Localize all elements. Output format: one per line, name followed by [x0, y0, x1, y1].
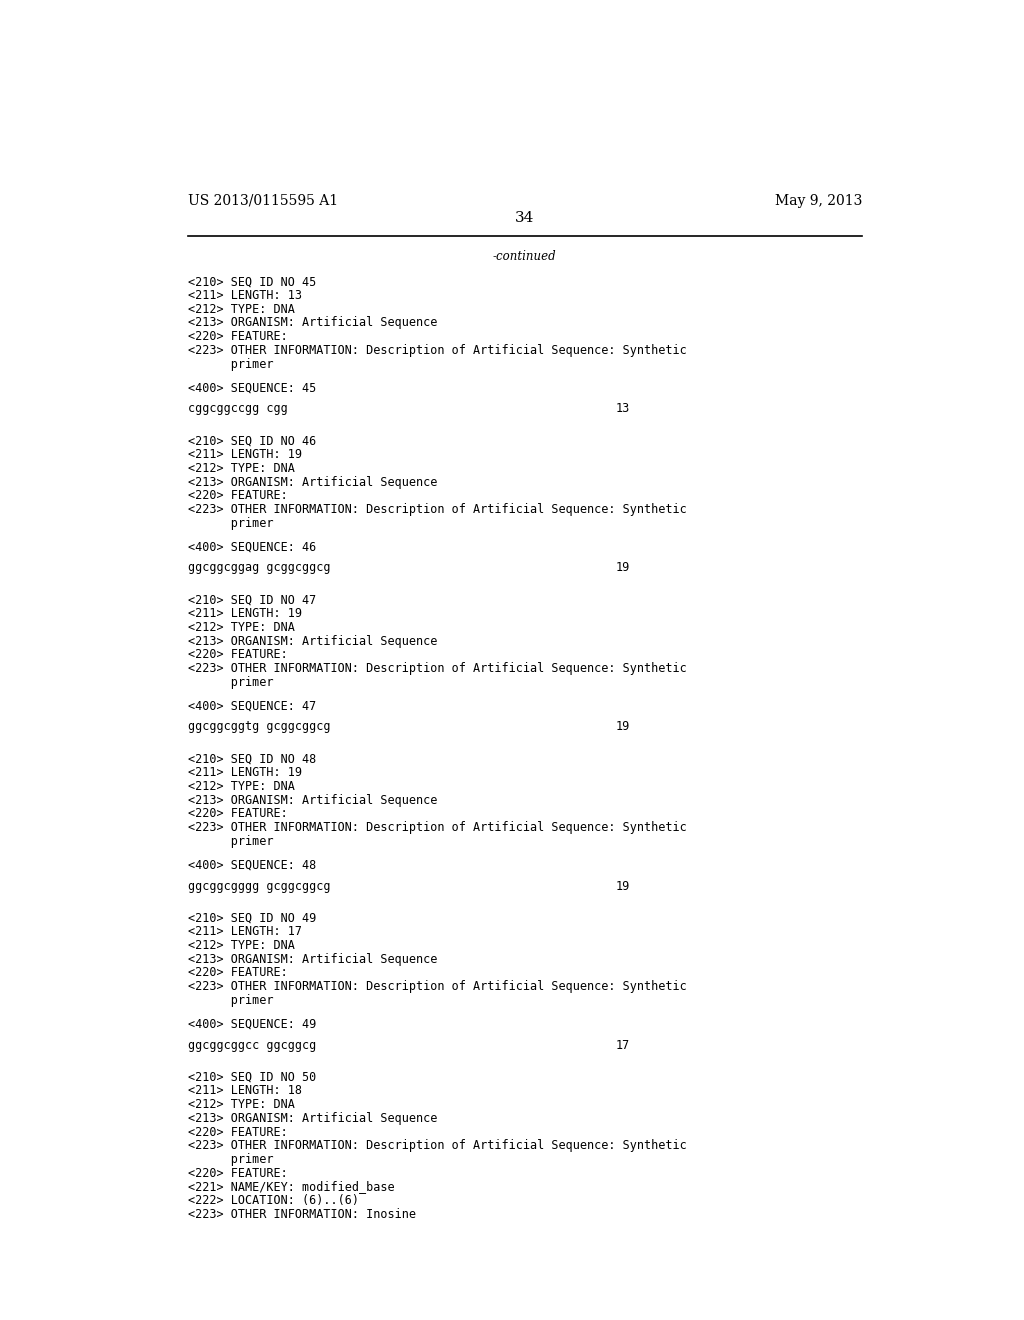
Text: <212> TYPE: DNA: <212> TYPE: DNA [187, 462, 294, 475]
Text: 19: 19 [616, 879, 631, 892]
Text: <211> LENGTH: 13: <211> LENGTH: 13 [187, 289, 301, 302]
Text: <211> LENGTH: 17: <211> LENGTH: 17 [187, 925, 301, 939]
Text: <212> TYPE: DNA: <212> TYPE: DNA [187, 620, 294, 634]
Text: <400> SEQUENCE: 49: <400> SEQUENCE: 49 [187, 1018, 315, 1031]
Text: <220> FEATURE:: <220> FEATURE: [187, 808, 288, 820]
Text: 19: 19 [616, 721, 631, 734]
Text: <222> LOCATION: (6)..(6): <222> LOCATION: (6)..(6) [187, 1195, 358, 1206]
Text: ggcggcggcc ggcggcg: ggcggcggcc ggcggcg [187, 1039, 315, 1052]
Text: <213> ORGANISM: Artificial Sequence: <213> ORGANISM: Artificial Sequence [187, 475, 437, 488]
Text: <220> FEATURE:: <220> FEATURE: [187, 330, 288, 343]
Text: <212> TYPE: DNA: <212> TYPE: DNA [187, 780, 294, 793]
Text: 17: 17 [616, 1039, 631, 1052]
Text: <220> FEATURE:: <220> FEATURE: [187, 490, 288, 502]
Text: ggcggcgggg gcggcggcg: ggcggcgggg gcggcggcg [187, 879, 330, 892]
Text: May 9, 2013: May 9, 2013 [775, 194, 862, 209]
Text: <213> ORGANISM: Artificial Sequence: <213> ORGANISM: Artificial Sequence [187, 635, 437, 648]
Text: <400> SEQUENCE: 46: <400> SEQUENCE: 46 [187, 541, 315, 553]
Text: -continued: -continued [493, 249, 557, 263]
Text: <210> SEQ ID NO 45: <210> SEQ ID NO 45 [187, 276, 315, 288]
Text: <400> SEQUENCE: 45: <400> SEQUENCE: 45 [187, 381, 315, 395]
Text: primer: primer [187, 994, 273, 1007]
Text: <213> ORGANISM: Artificial Sequence: <213> ORGANISM: Artificial Sequence [187, 793, 437, 807]
Text: <211> LENGTH: 19: <211> LENGTH: 19 [187, 447, 301, 461]
Text: <223> OTHER INFORMATION: Description of Artificial Sequence: Synthetic: <223> OTHER INFORMATION: Description of … [187, 663, 686, 675]
Text: <400> SEQUENCE: 47: <400> SEQUENCE: 47 [187, 700, 315, 713]
Text: <212> TYPE: DNA: <212> TYPE: DNA [187, 939, 294, 952]
Text: 34: 34 [515, 211, 535, 226]
Text: ggcggcggag gcggcggcg: ggcggcggag gcggcggcg [187, 561, 330, 574]
Text: <210> SEQ ID NO 47: <210> SEQ ID NO 47 [187, 594, 315, 606]
Text: <223> OTHER INFORMATION: Description of Artificial Sequence: Synthetic: <223> OTHER INFORMATION: Description of … [187, 1139, 686, 1152]
Text: ggcggcggtg gcggcggcg: ggcggcggtg gcggcggcg [187, 721, 330, 734]
Text: <210> SEQ ID NO 48: <210> SEQ ID NO 48 [187, 752, 315, 766]
Text: <213> ORGANISM: Artificial Sequence: <213> ORGANISM: Artificial Sequence [187, 317, 437, 330]
Text: <210> SEQ ID NO 49: <210> SEQ ID NO 49 [187, 912, 315, 924]
Text: primer: primer [187, 1152, 273, 1166]
Text: <211> LENGTH: 19: <211> LENGTH: 19 [187, 607, 301, 620]
Text: <213> ORGANISM: Artificial Sequence: <213> ORGANISM: Artificial Sequence [187, 1111, 437, 1125]
Text: <212> TYPE: DNA: <212> TYPE: DNA [187, 1098, 294, 1111]
Text: <211> LENGTH: 18: <211> LENGTH: 18 [187, 1084, 301, 1097]
Text: primer: primer [187, 516, 273, 529]
Text: <223> OTHER INFORMATION: Description of Artificial Sequence: Synthetic: <223> OTHER INFORMATION: Description of … [187, 345, 686, 356]
Text: primer: primer [187, 358, 273, 371]
Text: primer: primer [187, 676, 273, 689]
Text: US 2013/0115595 A1: US 2013/0115595 A1 [187, 194, 338, 209]
Text: <213> ORGANISM: Artificial Sequence: <213> ORGANISM: Artificial Sequence [187, 953, 437, 966]
Text: <220> FEATURE:: <220> FEATURE: [187, 1126, 288, 1139]
Text: cggcggccgg cgg: cggcggccgg cgg [187, 403, 288, 416]
Text: <210> SEQ ID NO 46: <210> SEQ ID NO 46 [187, 434, 315, 447]
Text: <223> OTHER INFORMATION: Inosine: <223> OTHER INFORMATION: Inosine [187, 1208, 416, 1221]
Text: primer: primer [187, 834, 273, 847]
Text: 13: 13 [616, 403, 631, 416]
Text: <220> FEATURE:: <220> FEATURE: [187, 966, 288, 979]
Text: <211> LENGTH: 19: <211> LENGTH: 19 [187, 766, 301, 779]
Text: <212> TYPE: DNA: <212> TYPE: DNA [187, 302, 294, 315]
Text: <223> OTHER INFORMATION: Description of Artificial Sequence: Synthetic: <223> OTHER INFORMATION: Description of … [187, 821, 686, 834]
Text: <220> FEATURE:: <220> FEATURE: [187, 1167, 288, 1180]
Text: <223> OTHER INFORMATION: Description of Artificial Sequence: Synthetic: <223> OTHER INFORMATION: Description of … [187, 503, 686, 516]
Text: <223> OTHER INFORMATION: Description of Artificial Sequence: Synthetic: <223> OTHER INFORMATION: Description of … [187, 981, 686, 993]
Text: 19: 19 [616, 561, 631, 574]
Text: <400> SEQUENCE: 48: <400> SEQUENCE: 48 [187, 859, 315, 871]
Text: <221> NAME/KEY: modified_base: <221> NAME/KEY: modified_base [187, 1180, 394, 1193]
Text: <220> FEATURE:: <220> FEATURE: [187, 648, 288, 661]
Text: <210> SEQ ID NO 50: <210> SEQ ID NO 50 [187, 1071, 315, 1084]
